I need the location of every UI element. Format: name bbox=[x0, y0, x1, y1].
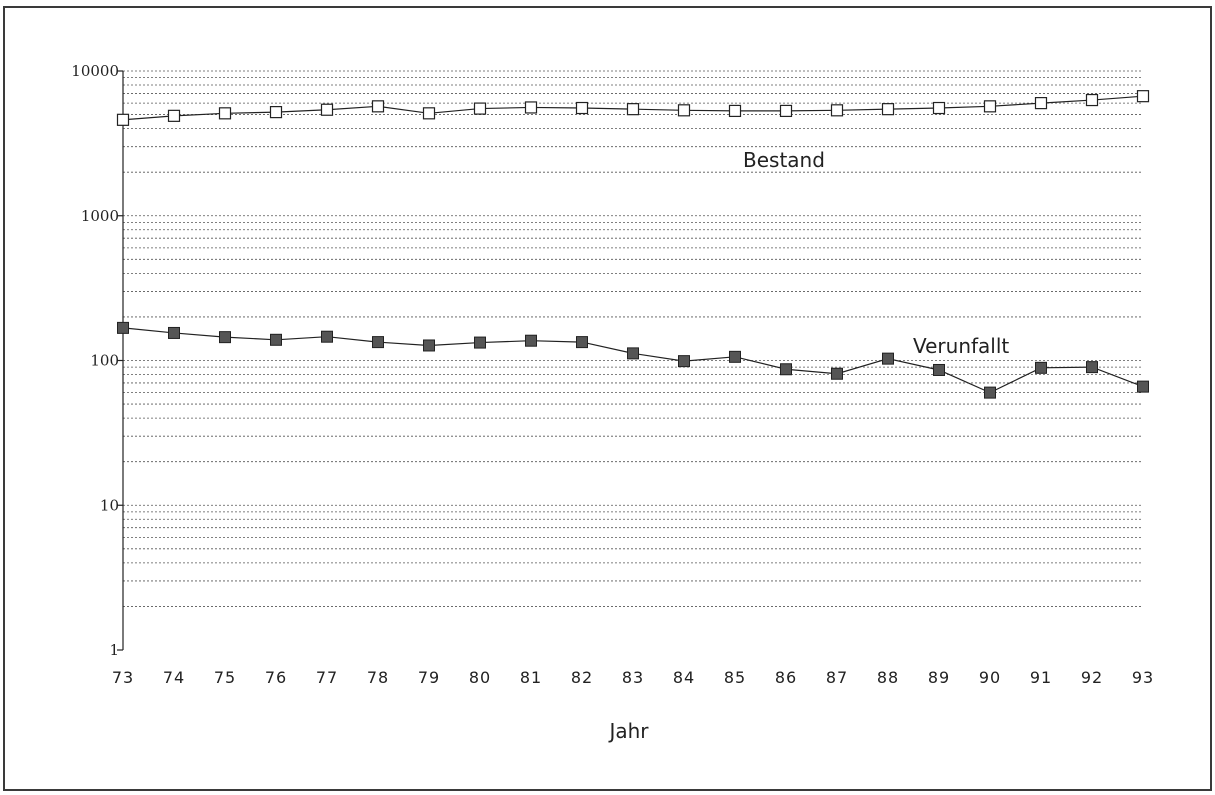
data-point-bestand bbox=[1136, 90, 1150, 103]
x-tick-label: 90 bbox=[979, 668, 1001, 687]
data-point-verunfallt bbox=[117, 321, 129, 334]
data-point-bestand bbox=[932, 101, 946, 115]
x-tick-label: 84 bbox=[673, 668, 695, 687]
x-tick-label: 87 bbox=[826, 668, 848, 687]
data-point-bestand bbox=[218, 107, 232, 120]
data-point-bestand bbox=[1034, 97, 1048, 110]
data-point-verunfallt bbox=[321, 330, 333, 343]
x-tick-label: 88 bbox=[877, 668, 899, 687]
data-point-verunfallt bbox=[678, 355, 690, 368]
data-point-bestand bbox=[473, 102, 487, 115]
data-point-verunfallt bbox=[474, 336, 486, 349]
data-point-bestand bbox=[728, 104, 742, 118]
x-tick-label: 91 bbox=[1030, 668, 1052, 687]
series bbox=[116, 90, 1150, 399]
data-point-bestand bbox=[983, 100, 997, 113]
y-tick-label: 1000 bbox=[81, 207, 119, 225]
x-tick-label: 73 bbox=[112, 668, 134, 687]
x-tick-label: 93 bbox=[1132, 668, 1154, 687]
data-point-verunfallt bbox=[525, 334, 537, 347]
data-point-verunfallt bbox=[729, 350, 741, 363]
data-point-verunfallt bbox=[984, 386, 996, 399]
axes bbox=[117, 70, 124, 651]
x-tick-label: 85 bbox=[724, 668, 746, 687]
x-tick-label: 80 bbox=[469, 668, 491, 687]
data-point-verunfallt bbox=[168, 326, 180, 339]
x-tick-label: 92 bbox=[1081, 668, 1103, 687]
data-point-verunfallt bbox=[933, 363, 945, 376]
x-axis-title: Jahr bbox=[607, 719, 649, 743]
x-tick-label: 75 bbox=[214, 668, 236, 687]
data-point-bestand bbox=[371, 100, 385, 113]
y-tick-label: 10 bbox=[100, 496, 119, 514]
data-point-verunfallt bbox=[831, 367, 843, 380]
x-tick-label: 83 bbox=[622, 668, 644, 687]
data-point-bestand bbox=[779, 104, 793, 118]
series-label-bestand: Bestand bbox=[743, 148, 825, 172]
data-point-bestand bbox=[626, 103, 640, 116]
x-tick-label: 86 bbox=[775, 668, 797, 687]
data-point-verunfallt bbox=[1137, 380, 1149, 393]
y-tick-label: 1 bbox=[109, 641, 119, 659]
data-point-bestand bbox=[677, 104, 691, 117]
data-point-verunfallt bbox=[1035, 361, 1047, 374]
x-tick-label: 89 bbox=[928, 668, 950, 687]
chart-plot: 1 10 100 1000 10000 73 74 75 76 77 78 79 80 81 82 83 84 8… bbox=[71, 62, 1154, 743]
data-point-verunfallt bbox=[270, 333, 282, 346]
x-tick-label: 79 bbox=[418, 668, 440, 687]
gridlines bbox=[123, 70, 1143, 607]
x-tick-label: 74 bbox=[163, 668, 185, 687]
x-tick-label: 77 bbox=[316, 668, 338, 687]
data-point-verunfallt bbox=[576, 336, 588, 349]
data-point-bestand bbox=[575, 101, 589, 115]
data-point-verunfallt bbox=[423, 339, 435, 352]
data-point-bestand bbox=[320, 103, 334, 116]
data-point-verunfallt bbox=[780, 363, 792, 376]
x-tick-label: 82 bbox=[571, 668, 593, 687]
data-point-verunfallt bbox=[1086, 361, 1098, 374]
labels: 1 10 100 1000 10000 73 74 75 76 77 78 79 80 81 82 83 84 8… bbox=[71, 62, 1154, 687]
data-point-bestand bbox=[422, 107, 436, 120]
data-point-verunfallt bbox=[627, 347, 639, 360]
x-tick-label: 76 bbox=[265, 668, 287, 687]
data-point-verunfallt bbox=[372, 336, 384, 349]
data-point-bestand bbox=[881, 103, 895, 116]
data-point-bestand bbox=[116, 113, 130, 126]
chart-frame: 1 10 100 1000 10000 73 74 75 76 77 78 79 80 81 82 83 84 8… bbox=[3, 6, 1212, 791]
data-point-bestand bbox=[524, 101, 538, 114]
series-label-verunfallt: Verunfallt bbox=[913, 334, 1009, 358]
data-point-bestand bbox=[167, 109, 181, 122]
data-point-verunfallt bbox=[219, 331, 231, 344]
y-tick-label: 10000 bbox=[71, 62, 119, 80]
data-point-bestand bbox=[830, 104, 844, 117]
y-tick-label: 100 bbox=[90, 352, 119, 370]
data-point-bestand bbox=[269, 106, 283, 119]
x-tick-label: 81 bbox=[520, 668, 542, 687]
x-tick-label: 78 bbox=[367, 668, 389, 687]
data-point-verunfallt bbox=[882, 352, 894, 365]
data-point-bestand bbox=[1085, 93, 1099, 107]
